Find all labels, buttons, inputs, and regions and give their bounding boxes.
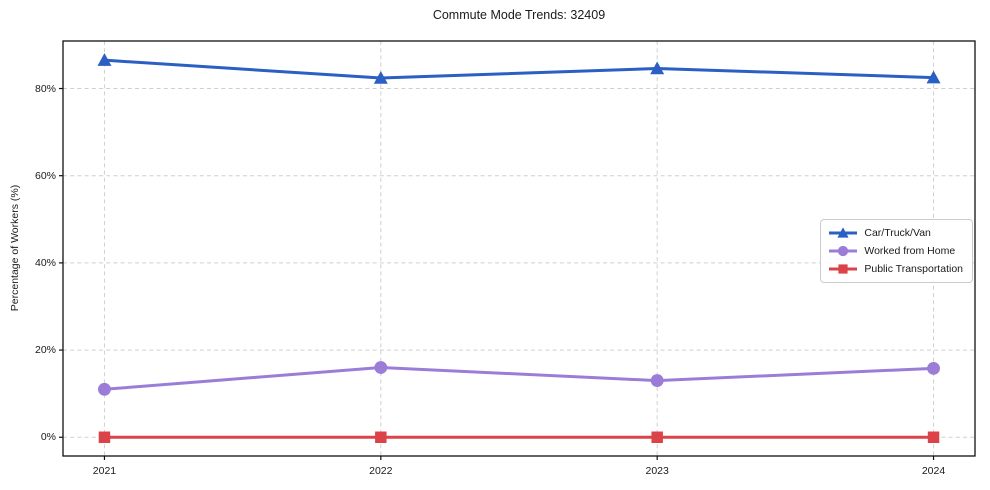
legend-label: Car/Truck/Van bbox=[864, 227, 931, 239]
chart-title: Commute Mode Trends: 32409 bbox=[432, 8, 606, 22]
legend-label: Worked from Home bbox=[864, 245, 956, 257]
legend-square-sample-icon bbox=[829, 264, 858, 274]
legend-circle-sample-icon bbox=[829, 245, 858, 257]
y-tick-label: 80% bbox=[34, 82, 56, 95]
x-tick-label: 2024 bbox=[921, 465, 946, 477]
x-tick-label: 2021 bbox=[92, 465, 117, 477]
y-axis-label: Percentage of Workers (%) bbox=[9, 184, 21, 312]
square-marker bbox=[838, 264, 848, 274]
square-marker bbox=[98, 431, 111, 443]
triangle-marker bbox=[926, 70, 941, 84]
series-line bbox=[102, 58, 936, 80]
triangle-marker bbox=[373, 71, 388, 84]
legend-item-public-transportation: Public Transportation bbox=[828, 261, 963, 277]
legend-item-car-truck-van: Car/Truck/Van bbox=[828, 225, 963, 241]
triangle-marker bbox=[650, 61, 665, 75]
circle-marker bbox=[98, 382, 111, 396]
legend: Car/Truck/Van Worked from Home Public Tran… bbox=[820, 219, 973, 283]
square-marker bbox=[927, 431, 940, 443]
y-tick-label: 0% bbox=[40, 431, 56, 444]
series-line bbox=[102, 366, 936, 391]
series-public-transportation bbox=[98, 431, 940, 443]
series-worked-from-home bbox=[98, 361, 940, 396]
x-tick-label: 2022 bbox=[369, 465, 393, 477]
y-tick-label: 20% bbox=[34, 344, 56, 357]
triangle-marker bbox=[837, 227, 849, 238]
legend-item-worked-from-home: Worked from Home bbox=[828, 243, 963, 259]
square-marker bbox=[651, 431, 663, 443]
triangle-marker bbox=[97, 53, 112, 66]
circle-marker bbox=[374, 361, 388, 374]
circle-marker bbox=[650, 374, 664, 388]
legend-label: Public Transportation bbox=[864, 263, 963, 275]
circle-marker bbox=[838, 245, 849, 257]
y-tick-label: 40% bbox=[34, 256, 56, 269]
circle-marker bbox=[927, 361, 940, 375]
series-car-truck-van bbox=[97, 53, 941, 84]
square-marker bbox=[375, 431, 387, 443]
x-tick-label: 2023 bbox=[645, 465, 669, 477]
legend-triangle-sample-icon bbox=[829, 227, 858, 238]
y-tick-label: 60% bbox=[34, 169, 56, 182]
plot-border bbox=[62, 40, 976, 457]
